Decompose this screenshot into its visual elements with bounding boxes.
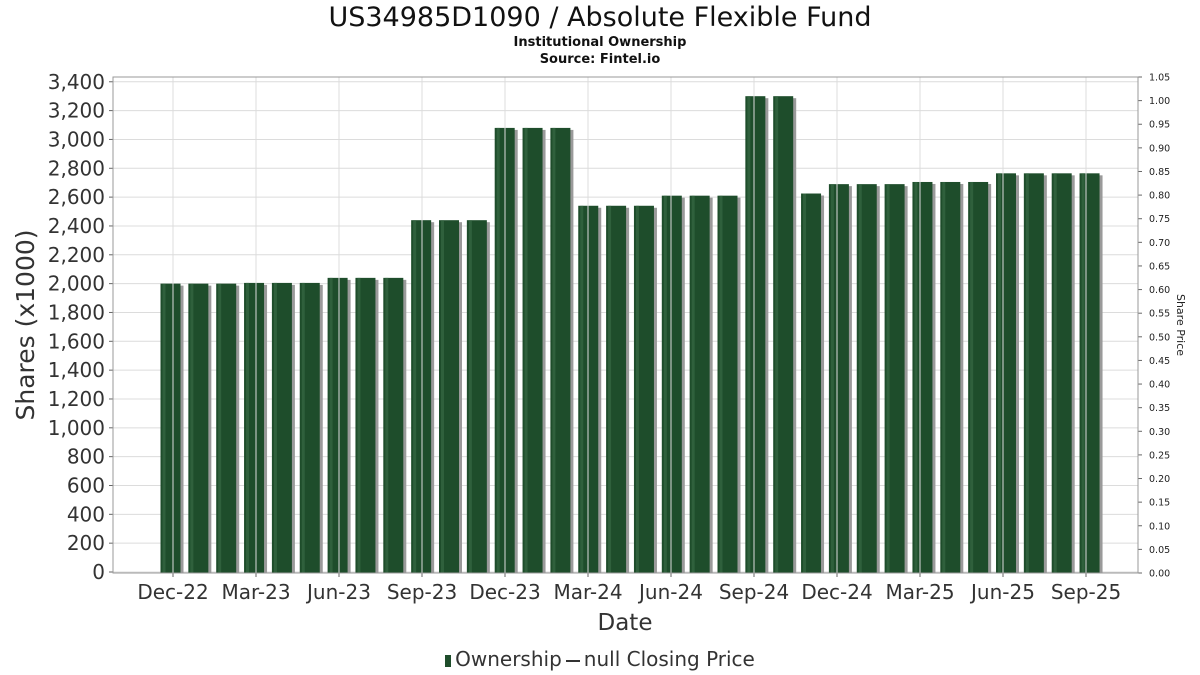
ownership-legend-swatch bbox=[445, 654, 452, 667]
bar-highlight bbox=[747, 96, 751, 574]
bar-highlight bbox=[775, 96, 779, 574]
y-tick-label: 2,000 bbox=[48, 272, 105, 296]
bar-highlight bbox=[886, 184, 890, 574]
y2-tick-label: 0.30 bbox=[1149, 427, 1170, 438]
x-tick-label: Jun-25 bbox=[969, 580, 1035, 604]
bar-highlight bbox=[803, 193, 807, 573]
y-tick-label: 1,800 bbox=[48, 300, 105, 324]
x-tick-label: Sep-24 bbox=[719, 580, 789, 604]
ownership-legend-label: Ownership bbox=[455, 647, 562, 671]
y-tick-label: 2,800 bbox=[48, 156, 105, 180]
bar-highlight bbox=[441, 220, 444, 574]
y2-tick-label: 0.80 bbox=[1149, 191, 1170, 202]
bar-highlight bbox=[691, 195, 695, 573]
bar-highlight bbox=[524, 127, 528, 573]
y2-tick-label: 0.55 bbox=[1149, 309, 1170, 320]
y2-tick-label: 0.45 bbox=[1149, 356, 1170, 367]
y2-tick-label: 1.00 bbox=[1149, 96, 1170, 107]
y-tick-label: 0 bbox=[92, 560, 105, 584]
y-tick-label: 2,600 bbox=[48, 185, 105, 209]
y2-tick-label: 1.05 bbox=[1149, 73, 1170, 84]
y2-tick-label: 0.10 bbox=[1149, 521, 1170, 532]
y-tick-label: 3,000 bbox=[48, 127, 105, 151]
chart-subtitle: Institutional Ownership bbox=[513, 35, 687, 50]
bar-highlight bbox=[608, 205, 612, 573]
bar-highlight bbox=[1053, 173, 1057, 574]
y-tick-label: 800 bbox=[67, 445, 105, 469]
y2-tick-label: 0.90 bbox=[1149, 143, 1170, 154]
price-legend-label: null Closing Price bbox=[583, 647, 755, 671]
y2-tick-label: 0.65 bbox=[1149, 261, 1170, 272]
x-tick-label: Mar-24 bbox=[553, 580, 622, 604]
y-tick-label: 600 bbox=[67, 473, 105, 497]
bar-highlight bbox=[218, 283, 222, 573]
bar-highlight bbox=[246, 282, 250, 573]
bar-highlight bbox=[413, 220, 417, 574]
bar-highlight bbox=[914, 181, 918, 573]
bar-highlight bbox=[301, 282, 305, 573]
price-legend-line bbox=[565, 659, 580, 662]
x-tick-label: Mar-23 bbox=[221, 580, 290, 604]
x-tick-label: Dec-23 bbox=[469, 580, 540, 604]
y2-tick-label: 0.25 bbox=[1149, 450, 1170, 461]
y-tick-label: 400 bbox=[67, 502, 105, 526]
x-tick-label: Sep-25 bbox=[1051, 580, 1121, 604]
chart-source: Source: Fintel.io bbox=[539, 52, 661, 67]
y-tick-label: 2,400 bbox=[48, 214, 105, 238]
y2-tick-label: 0.85 bbox=[1149, 167, 1170, 178]
y2-tick-label: 0.20 bbox=[1149, 474, 1170, 485]
bar-highlight bbox=[830, 184, 834, 574]
bar-highlight bbox=[468, 220, 472, 574]
bar-highlight bbox=[858, 184, 862, 574]
bar-highlight bbox=[329, 277, 333, 573]
bar-highlight bbox=[580, 205, 584, 573]
x-tick-label: Mar-25 bbox=[885, 580, 954, 604]
x-tick-label: Jun-23 bbox=[305, 580, 371, 604]
y-tick-label: 2,200 bbox=[48, 243, 105, 267]
bar-highlight bbox=[357, 277, 361, 573]
bar-highlight bbox=[552, 127, 556, 573]
bar-highlight bbox=[273, 282, 277, 573]
bar-highlight bbox=[162, 283, 166, 573]
bar-highlight bbox=[385, 277, 389, 573]
y2-tick-label: 0.75 bbox=[1149, 214, 1170, 225]
bar-highlight bbox=[998, 173, 1001, 574]
x-tick-label: Sep-23 bbox=[387, 580, 457, 604]
y-tick-label: 200 bbox=[67, 531, 105, 555]
y-tick-label: 1,200 bbox=[48, 387, 105, 411]
y2-tick-label: 0.50 bbox=[1149, 332, 1170, 343]
chart-legend: Ownership null Closing Price bbox=[0, 647, 1200, 671]
y2-tick-label: 0.95 bbox=[1149, 120, 1170, 131]
y-tick-label: 1,000 bbox=[48, 416, 105, 440]
bar-highlight bbox=[635, 205, 639, 573]
bar-highlight bbox=[496, 127, 500, 573]
y2-tick-label: 0.15 bbox=[1149, 498, 1170, 509]
bar-highlight bbox=[942, 181, 946, 573]
y2-tick-label: 0.60 bbox=[1149, 285, 1170, 296]
plot-border bbox=[112, 76, 1139, 574]
bar-highlight bbox=[663, 195, 667, 573]
y-tick-label: 1,400 bbox=[48, 358, 105, 382]
y-tick-label: 3,200 bbox=[48, 99, 105, 123]
x-tick-label: Jun-24 bbox=[637, 580, 703, 604]
y-tick-label: 3,400 bbox=[48, 70, 105, 94]
x-axis-label: Date bbox=[598, 610, 653, 636]
bar-highlight bbox=[1081, 173, 1085, 574]
bar-highlight bbox=[719, 195, 723, 573]
y2-tick-label: 0.00 bbox=[1149, 569, 1170, 580]
y-tick-label: 1,600 bbox=[48, 329, 105, 353]
y-axis-label: Shares (x1000) bbox=[11, 229, 40, 420]
y2-tick-label: 0.35 bbox=[1149, 403, 1170, 414]
x-tick-label: Dec-22 bbox=[137, 580, 208, 604]
y2-tick-label: 0.40 bbox=[1149, 380, 1170, 391]
y2-axis-label: Share Price bbox=[1174, 294, 1187, 356]
y2-tick-label: 0.05 bbox=[1149, 545, 1170, 556]
bar-highlight bbox=[1025, 173, 1029, 574]
bar-highlight bbox=[970, 181, 974, 573]
y2-tick-label: 0.70 bbox=[1149, 238, 1170, 249]
chart-title: US34985D1090 / Absolute Flexible Fund bbox=[328, 2, 872, 33]
x-tick-label: Dec-24 bbox=[801, 580, 872, 604]
bar-highlight bbox=[190, 283, 194, 573]
